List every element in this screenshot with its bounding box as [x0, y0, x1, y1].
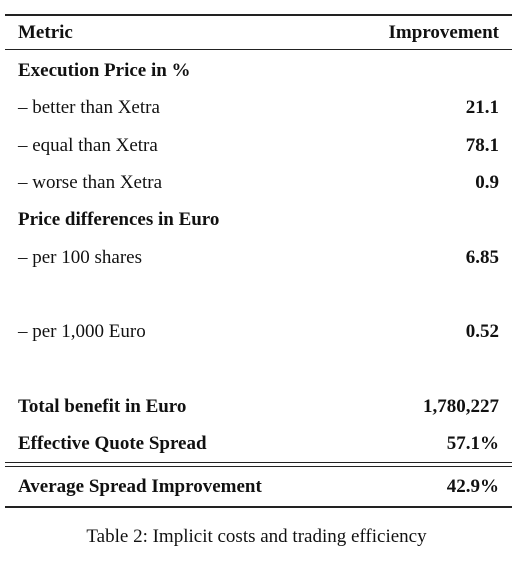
row-value: 78.1 — [465, 135, 499, 156]
row-label: – per 100 shares — [18, 247, 142, 268]
row-label: Total benefit in Euro — [18, 396, 187, 417]
row-label: – equal than Xetra — [18, 135, 158, 156]
bottom-rule — [5, 506, 512, 508]
row-value: 42.9% — [446, 476, 499, 497]
row-value: 0.9 — [475, 172, 499, 193]
row-value: 1,780,227 — [423, 396, 499, 417]
row-label: Effective Quote Spread — [18, 433, 207, 454]
row-value: 57.1% — [446, 433, 499, 454]
top-rule — [5, 14, 512, 16]
row-label: – better than Xetra — [18, 97, 160, 118]
row-value: 0.52 — [465, 321, 499, 342]
row-label: Price differences in Euro — [18, 209, 220, 230]
header-rule — [5, 49, 512, 50]
double-rule — [5, 462, 512, 463]
double-rule — [5, 466, 512, 467]
row-label: – per 1,000 Euro — [18, 321, 146, 342]
row-label: Execution Price in % — [18, 60, 191, 81]
header-cell: Metric — [18, 22, 73, 43]
row-value: 6.85 — [465, 247, 499, 268]
caption: Table 2: Implicit costs and trading effi… — [86, 526, 427, 547]
row-label: – worse than Xetra — [18, 172, 163, 193]
row-value: 21.1 — [465, 97, 499, 118]
row-label: Average Spread Improvement — [18, 476, 262, 497]
header-cell: Improvement — [388, 22, 499, 43]
